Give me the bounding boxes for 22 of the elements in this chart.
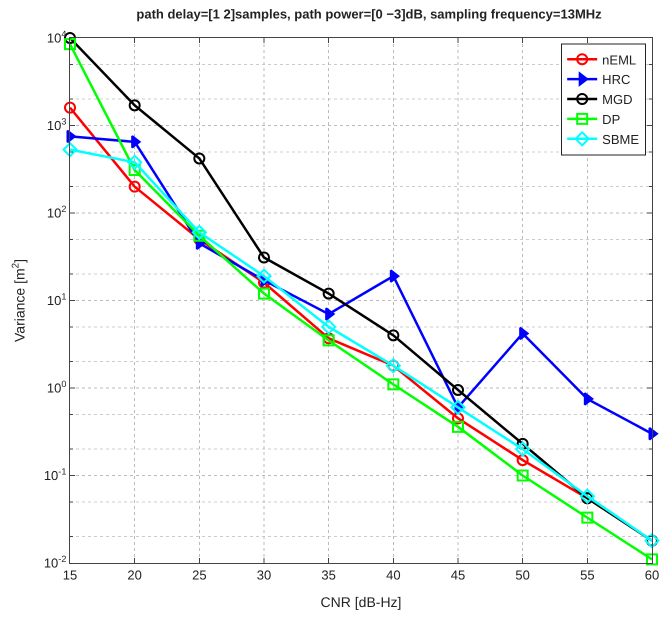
y-tick-label: 10$^{-1}$ bbox=[44, 466, 66, 484]
x-tick-label: 55 bbox=[580, 568, 595, 583]
chart-title: path delay=[1 2]samples, path power=[0 −3]dB, sampling frequency=13MHz bbox=[136, 6, 602, 22]
x-tick-label: 30 bbox=[256, 568, 272, 583]
x-tick-label: 20 bbox=[127, 568, 142, 583]
x-tick-label: 35 bbox=[321, 568, 336, 583]
legend-label: nEML bbox=[602, 52, 636, 68]
y-tick-label: 10$^{1}$ bbox=[46, 292, 66, 308]
legend-label: SBME bbox=[602, 132, 640, 147]
x-axis-title: CNR [dB-Hz] bbox=[320, 594, 402, 610]
x-tick-label: 50 bbox=[515, 568, 530, 583]
y-tick-label: 10$^{2}$ bbox=[46, 204, 66, 221]
x-tick-label: 60 bbox=[644, 568, 660, 583]
legend-label: DP bbox=[602, 112, 620, 127]
legend-label: HRC bbox=[602, 72, 630, 88]
x-tick-label: 40 bbox=[386, 568, 401, 583]
y-tick-label: 10$^{4}$ bbox=[46, 29, 66, 46]
y-tick-label: 10$^{3}$ bbox=[46, 116, 66, 134]
x-tick-label: 25 bbox=[192, 568, 207, 583]
legend-label: MGD bbox=[602, 92, 633, 108]
x-tick-label: 45 bbox=[450, 568, 466, 583]
y-tick-label: 10$^{0}$ bbox=[46, 379, 66, 396]
